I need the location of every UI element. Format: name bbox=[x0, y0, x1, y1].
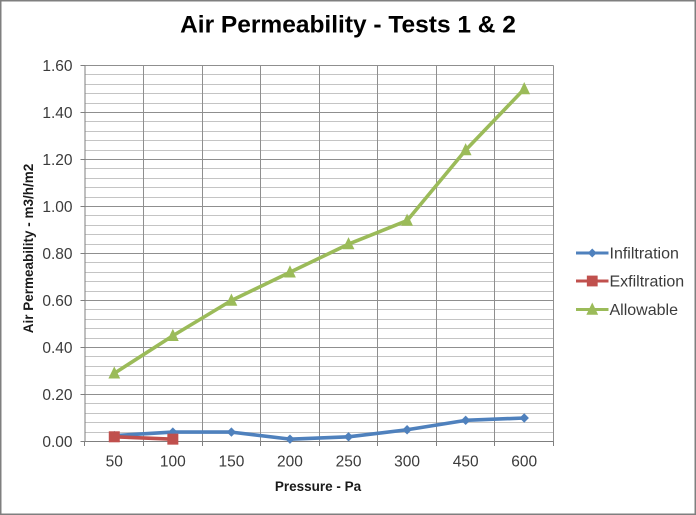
svg-text:0.60: 0.60 bbox=[42, 293, 73, 310]
svg-text:450: 450 bbox=[453, 453, 479, 470]
svg-text:50: 50 bbox=[106, 453, 124, 470]
svg-text:1.40: 1.40 bbox=[42, 105, 73, 122]
svg-text:0.00: 0.00 bbox=[42, 434, 73, 451]
svg-text:Pressure - Pa: Pressure - Pa bbox=[275, 479, 362, 494]
svg-text:0.20: 0.20 bbox=[42, 387, 73, 404]
svg-text:0.40: 0.40 bbox=[42, 340, 73, 357]
svg-text:150: 150 bbox=[218, 453, 244, 470]
svg-text:250: 250 bbox=[336, 453, 362, 470]
svg-text:Air Permeability - m3/h/m2: Air Permeability - m3/h/m2 bbox=[21, 164, 36, 334]
svg-text:Allowable: Allowable bbox=[610, 302, 679, 319]
svg-text:100: 100 bbox=[160, 453, 186, 470]
svg-text:Air Permeability - Tests 1 & 2: Air Permeability - Tests 1 & 2 bbox=[180, 12, 516, 39]
svg-text:Infiltration: Infiltration bbox=[610, 245, 679, 262]
svg-text:1.00: 1.00 bbox=[42, 199, 73, 216]
svg-text:200: 200 bbox=[277, 453, 303, 470]
svg-text:300: 300 bbox=[394, 453, 420, 470]
svg-text:Exfiltration: Exfiltration bbox=[610, 273, 685, 290]
svg-text:0.80: 0.80 bbox=[42, 246, 73, 263]
svg-text:600: 600 bbox=[511, 453, 537, 470]
svg-text:1.20: 1.20 bbox=[42, 152, 73, 169]
svg-text:1.60: 1.60 bbox=[42, 58, 73, 75]
